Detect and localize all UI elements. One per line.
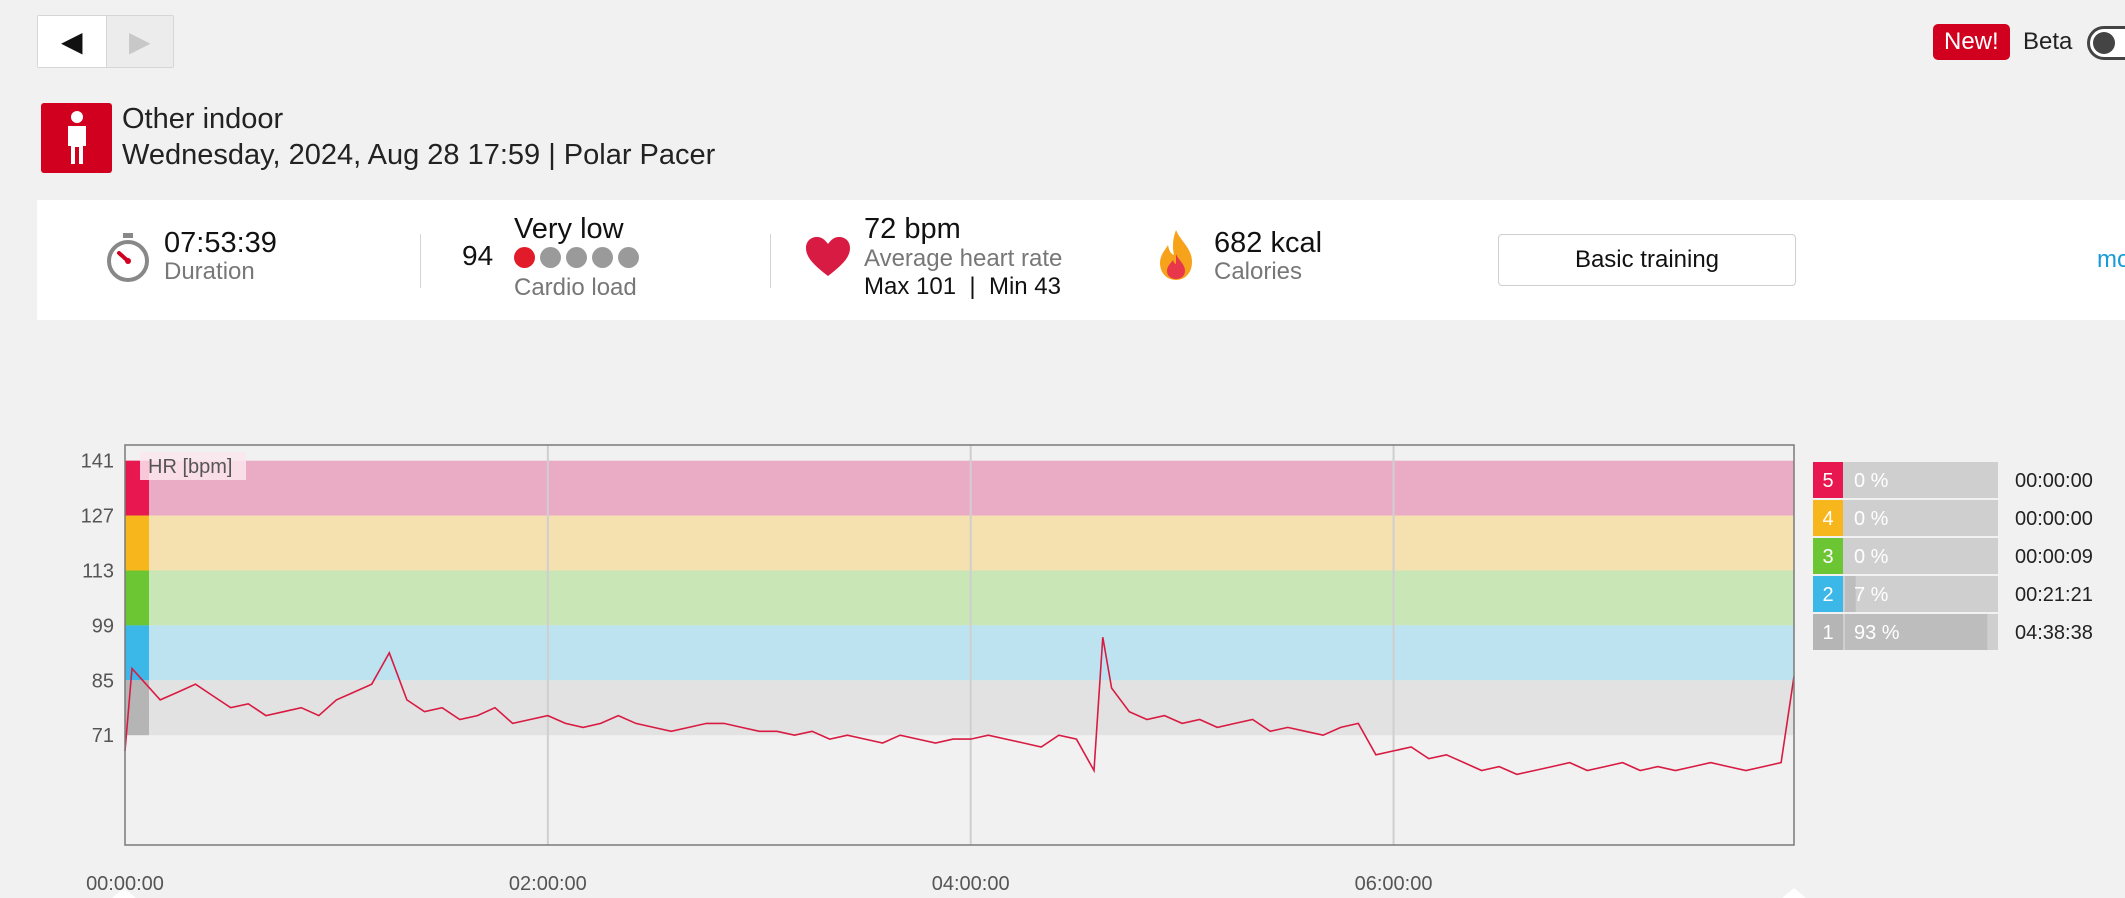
zone-strip-3 <box>125 570 149 626</box>
legend-zone-percent: 93 % <box>1854 622 1900 644</box>
chart-title: HR [bpm] <box>148 456 232 478</box>
y-tick-label: 113 <box>82 560 114 582</box>
legend-bg-3 <box>1813 538 1998 574</box>
beta-label: Beta <box>2023 28 2073 55</box>
legend-zone-percent: 7 % <box>1854 584 1889 606</box>
plot-frame <box>124 444 1795 846</box>
legend-zone-number: 1 <box>1822 622 1833 644</box>
chart-title-box: HR [bpm] <box>140 452 246 480</box>
back-arrow-icon: ◀ <box>60 26 83 57</box>
duration-value: 07:53:39 <box>164 227 277 259</box>
legend-zone-time: 00:00:00 <box>2015 508 2093 530</box>
legend-zone-number: 5 <box>1822 470 1833 492</box>
calories-label: Calories <box>1214 258 1303 285</box>
range-handle-right[interactable] <box>1782 888 1806 898</box>
legend-zone-time: 04:38:38 <box>2015 622 2093 644</box>
legend-swatch-5 <box>1813 462 1843 498</box>
beta-toggle[interactable] <box>2087 26 2125 60</box>
training-benefit-button[interactable]: Basic training <box>1498 234 1796 286</box>
zone-color-strip <box>125 460 149 736</box>
cardio-dot-empty <box>540 247 561 268</box>
zone-band-4 <box>125 515 1794 571</box>
divider <box>420 234 421 288</box>
new-badge: New! <box>1933 24 2010 60</box>
legend-bg-4 <box>1813 500 1998 536</box>
hr-series-line <box>124 637 1795 776</box>
zone-strip-4 <box>125 515 149 571</box>
duration-label: Duration <box>164 258 255 285</box>
legend-swatch-4 <box>1813 500 1843 536</box>
x-tick-label: 00:00:00 <box>86 873 164 895</box>
legend-zone-time: 00:00:09 <box>2015 546 2093 568</box>
legend-zone-percent: 0 % <box>1854 470 1889 492</box>
legend-bg-5 <box>1813 462 1998 498</box>
more-link[interactable]: mo <box>2097 246 2125 273</box>
zone-band-3 <box>125 570 1794 626</box>
zone-bands <box>125 460 1794 736</box>
legend-zone-number: 3 <box>1822 546 1833 568</box>
session-meta: Wednesday, 2024, Aug 28 17:59 | Polar Pa… <box>122 139 716 171</box>
zone-legend: 5 0 % 00:00:00 4 0 % 00:00:00 3 0 % 00:00:09 2 7 %… <box>1813 462 2093 650</box>
cardio-dot-empty <box>566 247 587 268</box>
cardio-dot-empty <box>618 247 639 268</box>
hr-max-min: Max 101 | Min 43 <box>864 273 1061 300</box>
flame-icon <box>1160 230 1192 280</box>
cardio-load-level: Very low <box>514 213 624 245</box>
y-tick-label: 127 <box>81 506 114 528</box>
sport-person-icon <box>41 103 112 173</box>
avg-hr-label: Average heart rate <box>864 245 1063 272</box>
calories-value: 682 kcal <box>1214 227 1323 259</box>
y-tick-label: 99 <box>92 615 114 637</box>
range-handle-left[interactable] <box>112 888 136 898</box>
summary-panel: 07:53:39 Duration 94 Very low Cardio loa… <box>37 200 2125 320</box>
legend-zone-time: 00:00:00 <box>2015 470 2093 492</box>
cardio-load-label: Cardio load <box>514 274 637 301</box>
x-tick-label: 04:00:00 <box>932 873 1010 895</box>
legend-swatch-1 <box>1813 614 1843 650</box>
legend-fill-1 <box>1845 614 1988 650</box>
zone-strip-2 <box>125 625 149 681</box>
legend-fill-2 <box>1845 576 1856 612</box>
divider <box>770 234 771 288</box>
forward-button[interactable]: ▶ <box>105 16 173 67</box>
x-tick-label: 06:00:00 <box>1355 873 1433 895</box>
legend-swatch-2 <box>1813 576 1843 612</box>
y-tick-label: 85 <box>92 670 114 692</box>
zone-band-2 <box>125 625 1794 681</box>
zone-band-1 <box>125 680 1794 736</box>
cardio-dot-filled <box>514 247 535 268</box>
y-tick-label: 71 <box>92 725 114 747</box>
legend-zone-number: 4 <box>1822 508 1833 530</box>
toggle-knob <box>2093 32 2115 54</box>
legend-zone-number: 2 <box>1822 584 1833 606</box>
heart-icon <box>806 237 850 276</box>
avg-hr-value: 72 bpm <box>864 213 961 245</box>
zone-band-5 <box>125 460 1794 516</box>
x-tick-label: 02:00:00 <box>509 873 587 895</box>
history-nav: ◀ ▶ <box>37 15 174 68</box>
y-tick-label: 141 <box>81 451 114 473</box>
legend-zone-percent: 0 % <box>1854 508 1889 530</box>
forward-arrow-icon: ▶ <box>128 26 151 57</box>
back-button[interactable]: ◀ <box>38 16 106 67</box>
cardio-dot-empty <box>592 247 613 268</box>
chart-grid <box>546 445 1395 845</box>
stopwatch-icon <box>107 233 149 282</box>
legend-zone-time: 00:21:21 <box>2015 584 2093 606</box>
legend-swatch-3 <box>1813 538 1843 574</box>
hr-chart: 141 127 113 99 85 71 00:00:00 02:00:00 04:00:00… <box>81 444 2093 898</box>
y-axis-labels: 141 127 113 99 85 71 <box>81 451 114 748</box>
sport-name: Other indoor <box>122 103 284 135</box>
cardio-load-score: 94 <box>462 240 494 271</box>
legend-bg-2 <box>1813 576 1998 612</box>
legend-zone-percent: 0 % <box>1854 546 1889 568</box>
x-axis-labels: 00:00:00 02:00:00 04:00:00 06:00:00 <box>86 873 1432 895</box>
